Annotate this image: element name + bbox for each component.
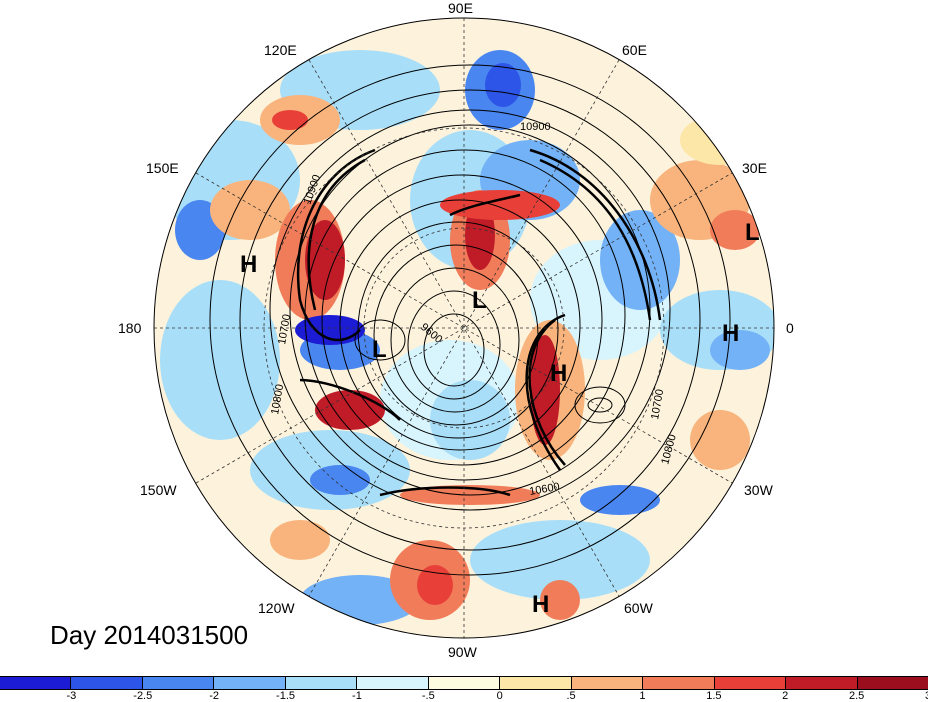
map-boundary	[153, 17, 775, 639]
colorbar-tick-label: .5	[566, 690, 576, 702]
lon-label-90w: 90W	[448, 644, 477, 660]
colorbar-segment	[643, 677, 715, 689]
low-pressure-label: L	[472, 287, 487, 314]
colorbar-tick-label: -.5	[421, 690, 435, 702]
colorbar-segment	[214, 677, 286, 689]
colorbar-tick-label: 3	[925, 690, 928, 702]
contour-label: 10700	[276, 313, 293, 345]
colorbar-segment	[0, 677, 72, 689]
lon-label-0: 0	[786, 320, 794, 336]
high-pressure-label: H	[532, 591, 549, 618]
contour-label: 10700	[649, 388, 666, 420]
high-pressure-label: H	[550, 360, 567, 387]
anomaly-field	[154, 18, 774, 638]
lon-label-90e: 90E	[448, 0, 473, 16]
colorbar-tick-label: 1	[639, 690, 646, 702]
plot-title: Day 2014031500	[50, 620, 249, 650]
colorbar	[0, 676, 928, 690]
low-pressure-label: L	[745, 219, 760, 246]
lon-label-60w: 60W	[624, 600, 653, 616]
colorbar-tick-label: -2	[209, 690, 220, 702]
low-pressure-label: L	[372, 336, 387, 363]
lon-label-120w: 120W	[258, 600, 295, 616]
colorbar-segment	[71, 677, 143, 689]
colorbar-tick-label: 2.5	[848, 690, 865, 702]
lon-label-60e: 60E	[622, 42, 647, 58]
colorbar-tick-label: 0	[496, 690, 503, 702]
colorbar-segment	[857, 677, 928, 689]
colorbar-segment	[714, 677, 787, 689]
lon-label-180: 180	[118, 320, 142, 336]
lon-label-30e: 30E	[742, 160, 767, 176]
colorbar-tick-label: -2.5	[133, 690, 153, 702]
colorbar-segment	[786, 677, 858, 689]
high-pressure-label: H	[722, 320, 739, 347]
colorbar-segment	[357, 677, 429, 689]
colorbar-tick-label: 1.5	[706, 690, 722, 702]
colorbar-segment	[142, 677, 215, 689]
colorbar-segment	[500, 677, 572, 689]
high-pressure-label: H	[240, 251, 257, 278]
colorbar-tick-label: -1.5	[276, 690, 296, 702]
colorbar-tick-label: -1	[352, 690, 362, 702]
colorbar-segment	[428, 677, 501, 689]
jet-contours	[296, 148, 662, 497]
contour-label: 10900	[520, 121, 551, 133]
colorbar-tick-label: -3	[66, 690, 77, 702]
colorbar-tick-label: 2	[782, 690, 789, 702]
colorbar-segment	[285, 677, 358, 689]
contour-label: 10800	[269, 383, 286, 415]
graticule	[154, 18, 774, 638]
lon-label-150w: 150W	[140, 482, 177, 498]
colorbar-segment	[571, 677, 644, 689]
contour-label: 10600	[528, 481, 560, 498]
lon-label-120e: 120E	[264, 42, 297, 58]
height-contours	[209, 64, 731, 576]
lon-label-30w: 30W	[744, 482, 773, 498]
lon-label-150e: 150E	[146, 160, 179, 176]
